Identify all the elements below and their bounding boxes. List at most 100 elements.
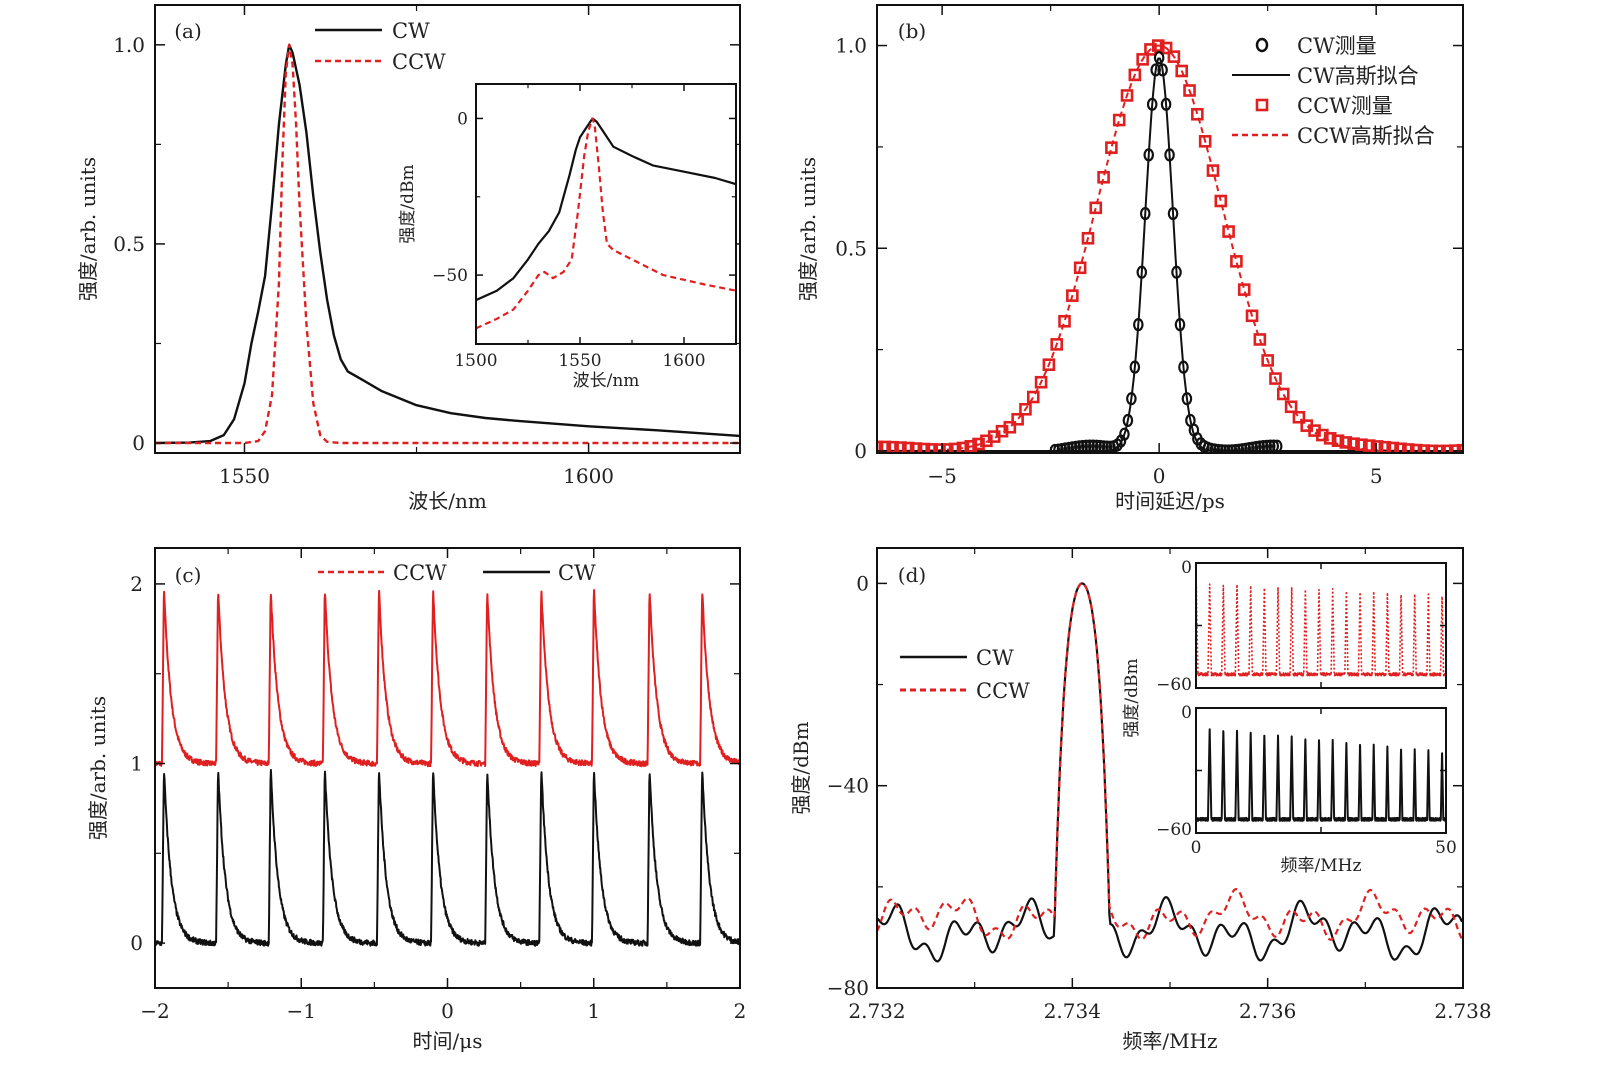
data-point-ccw: [1151, 39, 1165, 52]
plot-frame: [154, 4, 741, 454]
legend-label: CW测量: [1297, 34, 1377, 58]
inset-background: [476, 84, 736, 344]
panel-d: 2.732 2.734 2.736 2.738 0 −40 −80 频率/MHz 强度/dBm (…: [789, 547, 1492, 1053]
data-point-ccw: [878, 440, 892, 453]
panel-label: (a): [174, 19, 202, 43]
inset-y-tick-label: 0: [1181, 703, 1192, 723]
data-point-ccw: [964, 440, 978, 453]
x-axis-title: 时间延迟/ps: [1115, 489, 1225, 513]
data-point-cw: [1087, 439, 1099, 453]
data-point-ccw: [1417, 444, 1431, 453]
legend-label-cw: CW: [976, 646, 1014, 670]
data-point-ccw: [1073, 261, 1087, 275]
x-axis-title: 频率/MHz: [1122, 1029, 1217, 1053]
spectrum-cw: [877, 582, 1463, 963]
data-point-ccw: [948, 442, 962, 453]
data-point-ccw: [933, 443, 946, 453]
data-point-ccw: [1003, 420, 1017, 434]
panel-b: −5 0 5 0 0.5 1.0 时间延迟/ps 强度/arb. units (b) CW测量 CW…: [796, 4, 1464, 513]
y-tick-label: 2: [130, 572, 143, 596]
data-point-cw: [1174, 318, 1186, 332]
data-point-cw: [1143, 148, 1155, 162]
data-point-ccw: [1456, 443, 1463, 453]
y-tick-label: 1.0: [835, 34, 867, 58]
data-point-ccw: [1355, 438, 1368, 452]
inset-x-axis-title: 频率/MHz: [1281, 856, 1362, 876]
data-point-cw: [1216, 444, 1227, 453]
data-point-ccw: [1347, 437, 1360, 450]
y-tick-label: −40: [827, 774, 869, 798]
data-point-ccw: [972, 437, 985, 451]
data-point-ccw: [1159, 41, 1173, 55]
legend-label: CW高斯拟合: [1297, 64, 1419, 88]
legend-label-cw: CW: [558, 561, 596, 585]
data-point-ccw: [1011, 412, 1024, 426]
inset-x-tick-label: 1500: [454, 351, 497, 371]
data-point-cw: [1223, 444, 1234, 453]
legend-label-cw: CW: [392, 19, 430, 43]
plot-frame: [876, 4, 1464, 454]
x-tick-label: 2.738: [1434, 999, 1491, 1023]
inset-series-ccw: [476, 117, 736, 330]
data-point-cw: [1164, 148, 1175, 162]
data-point-ccw: [901, 441, 915, 453]
data-point-ccw: [1089, 201, 1103, 215]
data-point-ccw: [1441, 444, 1454, 453]
data-point-ccw: [1253, 333, 1267, 346]
y-tick-label: 0.5: [835, 236, 867, 260]
inset-d-ccw: 0 −60: [1156, 558, 1447, 695]
data-point-ccw: [877, 440, 884, 453]
data-point-ccw: [1222, 225, 1235, 238]
inset-y-tick-label: −50: [432, 266, 468, 286]
panel-label: (c): [175, 563, 202, 587]
x-tick-label: −2: [140, 999, 169, 1023]
inset-a: 1500 1550 1600 0 −50 波长/nm 强度/dBm: [398, 83, 737, 391]
data-point-ccw: [1425, 444, 1439, 453]
data-point-ccw: [1136, 53, 1149, 66]
data-point-cw: [1139, 206, 1151, 221]
x-tick-label: 2.732: [848, 999, 905, 1023]
inset-spectrum-ccw: [1196, 570, 1446, 677]
data-point-cw: [1202, 441, 1214, 453]
data-point-ccw: [1261, 354, 1274, 367]
y-tick-label: 0: [854, 439, 867, 463]
data-point-cw: [1181, 392, 1193, 406]
data-point-cw: [1077, 439, 1089, 453]
data-point-ccw: [917, 442, 931, 453]
data-point-cw: [1167, 206, 1179, 221]
series-line-cw: [155, 43, 740, 445]
data-point-cw: [1261, 439, 1273, 453]
data-point-ccw: [1276, 387, 1290, 401]
data-point-ccw: [909, 442, 923, 453]
inset-y-tick-label: 0: [457, 109, 468, 129]
data-point-ccw: [1402, 443, 1415, 453]
spectrum-ccw: [877, 582, 1463, 941]
data-point-cw: [1091, 439, 1102, 453]
inset-y-axis-title: 强度/dBm: [1122, 658, 1142, 737]
legend-label: CCW测量: [1297, 94, 1393, 118]
inset-x-tick-label: 1600: [662, 351, 705, 371]
data-point-ccw: [1128, 68, 1142, 82]
legend-label-ccw: CCW: [976, 679, 1030, 703]
data-point-cw: [1226, 444, 1238, 453]
x-tick-label: −5: [927, 464, 956, 488]
x-tick-label: 2.734: [1044, 999, 1101, 1023]
y-tick-label: −80: [827, 976, 869, 1000]
data-point-cw: [1129, 360, 1141, 374]
data-point-ccw: [1097, 170, 1110, 184]
data-point-ccw: [1362, 439, 1376, 452]
data-point-ccw: [1370, 440, 1384, 453]
data-point-ccw: [1269, 372, 1282, 385]
data-point-ccw: [925, 443, 938, 453]
series-line-ccw: [155, 43, 740, 445]
data-point-cw: [1230, 443, 1241, 453]
data-point-cw: [1146, 97, 1158, 111]
y-tick-label: 1.0: [113, 33, 145, 57]
panel-label: (b): [898, 19, 926, 43]
x-axis-title: 波长/nm: [408, 489, 487, 513]
x-tick-label: 1: [587, 999, 600, 1023]
legend-label: CCW高斯拟合: [1297, 124, 1435, 148]
data-point-cw: [1178, 360, 1189, 374]
data-point-ccw: [1042, 358, 1056, 371]
